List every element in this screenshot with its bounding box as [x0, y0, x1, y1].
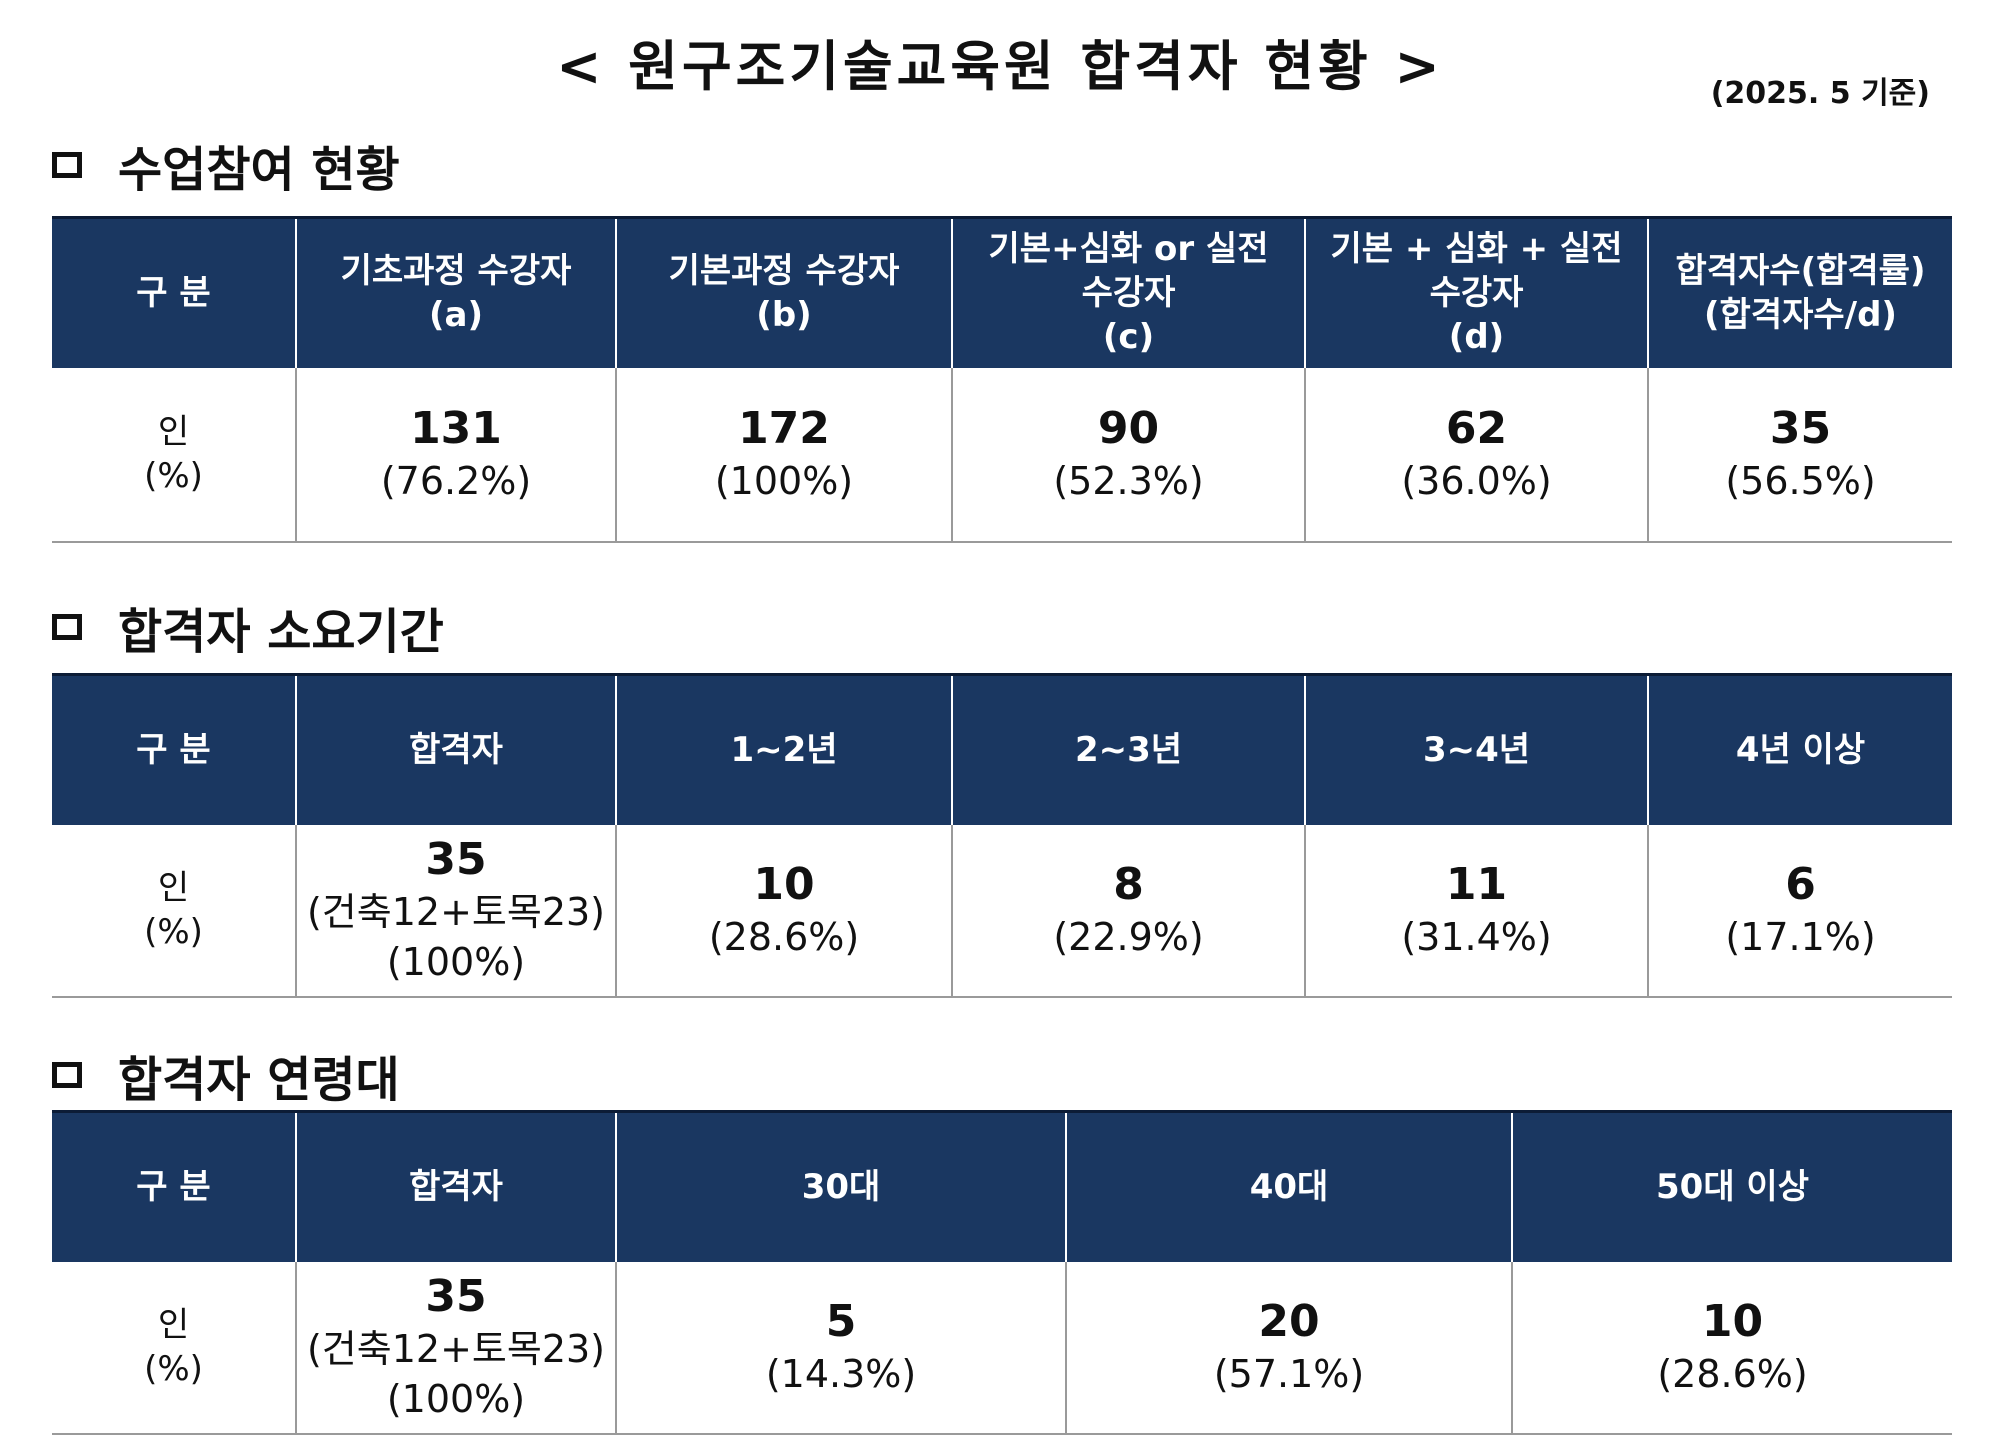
header-cell: 1~2년: [615, 674, 953, 825]
value-cell: 10 (28.6%): [1511, 1261, 1952, 1434]
row-label: 인 (%): [144, 1305, 203, 1389]
table-header-row: 구 분 합격자 30대 40대 50대 이상: [52, 1111, 1952, 1262]
header-cell: 40대: [1065, 1111, 1513, 1262]
basis-date: (2025. 5 기준): [1710, 76, 1930, 111]
value-cell: 10 (28.6%): [615, 824, 952, 997]
header-cell: 기본+심화 or 실전 수강자 (c): [951, 217, 1306, 368]
section-heading-text: 합격자 연령대: [118, 1052, 400, 1108]
value-cell: 6 (17.1%): [1647, 824, 1952, 997]
header-cell: 합격자: [295, 674, 617, 825]
header-cell: 구 분: [52, 217, 297, 368]
square-bullet-icon: [52, 1062, 82, 1088]
header-cell: 4년 이상: [1647, 674, 1952, 825]
header-cell: 기초과정 수강자 (a): [295, 217, 617, 368]
section-heading-text: 수업참여 현황: [118, 142, 400, 198]
value-cell: 8 (22.9%): [951, 824, 1305, 997]
value-cell: 35 (건축12+토목23) (100%): [295, 1261, 616, 1434]
row-label: 인 (%): [144, 868, 203, 952]
square-bullet-icon: [52, 152, 82, 178]
value-cell: 20 (57.1%): [1065, 1261, 1512, 1434]
row-label: 인 (%): [144, 412, 203, 496]
value-cell: 62 (36.0%): [1304, 367, 1648, 542]
table-row: 인 (%) 131 (76.2%) 172 (100%) 90 (52.3%) 62 (3…: [52, 367, 1952, 542]
header-cell: 30대: [615, 1111, 1067, 1262]
header-cell: 기본 + 심화 + 실전 수강자 (d): [1304, 217, 1649, 368]
header-cell: 2~3년: [951, 674, 1306, 825]
value-cell: 5 (14.3%): [615, 1261, 1066, 1434]
value-cell: 131 (76.2%): [295, 367, 616, 542]
table-header-row: 구 분 합격자 1~2년 2~3년 3~4년 4년 이상: [52, 674, 1952, 825]
header-cell: 합격자: [295, 1111, 617, 1262]
section-heading-duration: 합격자 소요기간: [52, 592, 444, 662]
value-cell: 35 (56.5%): [1647, 367, 1952, 542]
duration-table: 구 분 합격자 1~2년 2~3년 3~4년 4년 이상 인 (%) 35 (건축1…: [52, 673, 1952, 998]
header-cell: 구 분: [52, 674, 297, 825]
section-heading-age: 합격자 연령대: [52, 1040, 400, 1110]
participation-table: 구 분 기초과정 수강자 (a) 기본과정 수강자 (b) 기본+심화 or 실전 수…: [52, 216, 1952, 543]
header-cell: 구 분: [52, 1111, 297, 1262]
page-title: < 원구조기술교육원 합격자 현황 >: [556, 35, 1444, 98]
header-cell: 50대 이상: [1511, 1111, 1952, 1262]
square-bullet-icon: [52, 614, 82, 640]
value-cell: 172 (100%): [615, 367, 952, 542]
section-heading-participation: 수업참여 현황: [52, 130, 400, 200]
table-header-row: 구 분 기초과정 수강자 (a) 기본과정 수강자 (b) 기본+심화 or 실전 수…: [52, 217, 1952, 368]
header-cell: 합격자수(합격률) (합격자수/d): [1647, 217, 1952, 368]
section-heading-text: 합격자 소요기간: [118, 604, 444, 660]
table-row: 인 (%) 35 (건축12+토목23) (100%) 5 (14.3%) 20 (57.…: [52, 1261, 1952, 1434]
header-cell: 3~4년: [1304, 674, 1649, 825]
age-table: 구 분 합격자 30대 40대 50대 이상 인 (%) 35 (건축12+토목23…: [52, 1110, 1952, 1435]
value-cell: 11 (31.4%): [1304, 824, 1648, 997]
header-cell: 기본과정 수강자 (b): [615, 217, 953, 368]
value-cell: 35 (건축12+토목23) (100%): [295, 824, 616, 997]
table-row: 인 (%) 35 (건축12+토목23) (100%) 10 (28.6%) 8 (22.…: [52, 824, 1952, 997]
value-cell: 90 (52.3%): [951, 367, 1305, 542]
